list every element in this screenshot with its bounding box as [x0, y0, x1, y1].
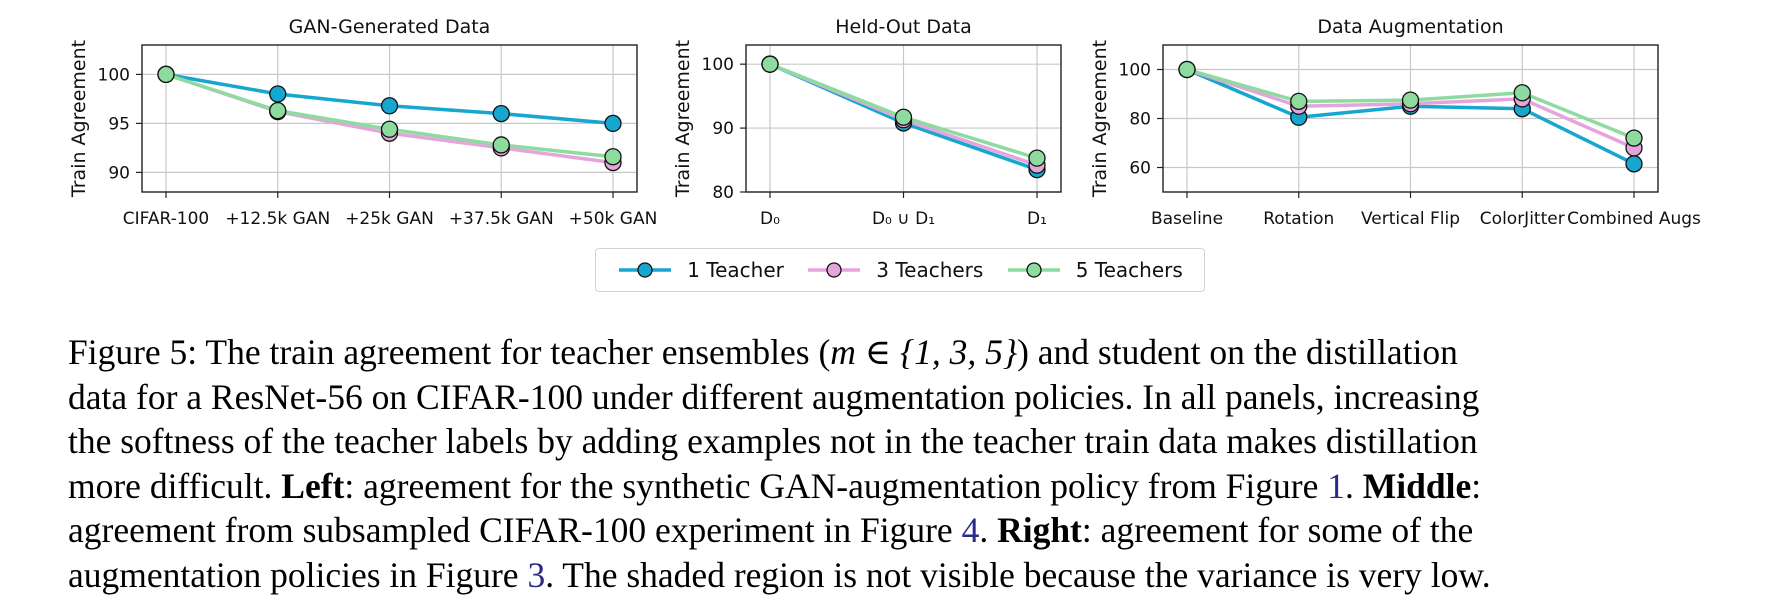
caption-line-4f: :	[1471, 465, 1482, 506]
figure-panels: 90 95 100 CIFAR-100 +12.5k GAN +25k GAN +37.5k…	[68, 16, 1701, 229]
caption-line-6b: . The shaded region is not visible becau…	[545, 554, 1491, 595]
panel-title: Data Augmentation	[1317, 16, 1503, 38]
y-tick-label: 100	[1119, 61, 1151, 81]
point-5-teachers-2	[1401, 91, 1420, 109]
legend-item-5-teachers: 5 Teachers	[1006, 258, 1183, 282]
point-5-teachers-3	[492, 136, 510, 154]
point-5-teachers-4	[1625, 129, 1643, 147]
caption-line-6a: augmentation policies in Figure	[68, 554, 528, 595]
y-axis-label: Train Agreement	[1089, 40, 1111, 198]
point-5-teachers-3	[1513, 84, 1531, 102]
caption-line-4a: more difficult.	[68, 465, 282, 506]
figure-caption: Figure 5: The train agreement for teache…	[68, 330, 1708, 597]
point-1-teacher-4	[604, 114, 622, 133]
point-1-teacher-4	[1625, 155, 1643, 173]
x-tick-label: CIFAR-100	[123, 209, 209, 229]
caption-line-4c: : agreement for the synthetic GAN-augmen…	[344, 465, 1328, 506]
caption-line-1b: ) and student on the distillation	[1017, 332, 1458, 372]
point-5-teachers-2	[380, 120, 399, 138]
x-tick-label: +50k GAN	[569, 209, 658, 229]
legend-marker-5-teachers	[1007, 262, 1060, 278]
point-1-teacher-3	[492, 104, 510, 123]
figure-ref-3[interactable]: 3	[527, 554, 546, 595]
y-tick-label: 80	[1129, 110, 1151, 130]
figure-ref-1[interactable]: 1	[1327, 465, 1345, 506]
point-5-teachers-4	[604, 148, 622, 166]
point-5-teachers-1	[894, 108, 913, 126]
point-5-teachers-1	[269, 102, 287, 120]
caption-line-5d: : agreement for some of the	[1081, 510, 1474, 550]
caption-line-2: data for a ResNet-56 on CIFAR-100 under …	[68, 376, 1480, 417]
x-tick-label: D₀	[760, 209, 780, 229]
legend-label-1-teacher: 1 Teacher	[687, 258, 784, 282]
caption-math: m ∈ {1, 3, 5}	[830, 332, 1018, 372]
caption-line-1a: Figure 5: The train agreement for teache…	[68, 332, 831, 372]
x-tick-label: D₁	[1027, 209, 1047, 229]
x-tick-label: +25k GAN	[345, 209, 434, 229]
y-tick-label: 95	[108, 114, 130, 134]
point-5-teachers-0	[761, 55, 779, 73]
y-tick-label: 60	[1129, 159, 1151, 179]
legend-label-5-teachers: 5 Teachers	[1075, 258, 1183, 282]
panel-title: Held-Out Data	[835, 16, 972, 38]
x-tick-label: Combined Augs	[1567, 209, 1701, 229]
caption-right-label: Right	[997, 510, 1082, 550]
y-axis-label: Train Agreement	[68, 40, 90, 198]
y-tick-label: 100	[98, 65, 130, 85]
legend-item-3-teachers: 3 Teachers	[806, 258, 983, 282]
legend-item-1-teacher: 1 Teacher	[617, 258, 784, 282]
panel-data-augmentation: 60 80 100 Baseline Rotation Vertical Flip Colo…	[1089, 16, 1701, 229]
legend-marker-1-teacher	[619, 262, 672, 278]
legend: 1 Teacher 3 Teachers 5 Teachers	[595, 248, 1205, 292]
x-tick-label: D₀ ∪ D₁	[872, 209, 935, 229]
point-5-teachers-0	[1178, 60, 1196, 79]
legend-marker-3-teachers	[808, 262, 861, 278]
point-1-teacher-2	[380, 97, 399, 115]
y-tick-label: 100	[702, 55, 734, 75]
y-tick-label: 90	[712, 119, 734, 139]
x-tick-label: Vertical Flip	[1361, 209, 1460, 229]
panel-title: GAN-Generated Data	[289, 16, 491, 38]
point-5-teachers-1	[1290, 92, 1308, 110]
caption-middle-label: Middle	[1362, 465, 1472, 506]
figure-ref-4[interactable]: 4	[961, 510, 980, 550]
point-5-teachers-2	[1028, 149, 1046, 167]
y-tick-label: 80	[712, 183, 734, 203]
x-tick-label: Rotation	[1263, 209, 1334, 229]
panel-gan-generated-data: 90 95 100 CIFAR-100 +12.5k GAN +25k GAN +37.5k…	[68, 16, 657, 229]
y-axis-label: Train Agreement	[672, 40, 694, 198]
legend-label-3-teachers: 3 Teachers	[876, 258, 984, 282]
caption-line-5a: agreement from subsampled CIFAR-100 expe…	[68, 510, 962, 550]
x-tick-label: +12.5k GAN	[225, 209, 330, 229]
point-1-teacher-1	[269, 85, 287, 103]
x-tick-label: +37.5k GAN	[449, 209, 554, 229]
point-5-teachers-0	[157, 65, 175, 84]
y-tick-label: 90	[108, 163, 130, 183]
caption-line-5b: .	[979, 510, 998, 550]
x-tick-label: ColorJitter	[1480, 209, 1565, 229]
panel-held-out-data: 80 90 100 D₀ D₀ ∪ D₁ D₁ Held-Out Data Train Agr…	[672, 16, 1062, 229]
caption-line-4d: .	[1345, 465, 1363, 506]
caption-left-label: Left	[281, 465, 345, 506]
caption-line-3: the softness of the teacher labels by ad…	[68, 421, 1478, 461]
x-tick-label: Baseline	[1151, 209, 1223, 229]
